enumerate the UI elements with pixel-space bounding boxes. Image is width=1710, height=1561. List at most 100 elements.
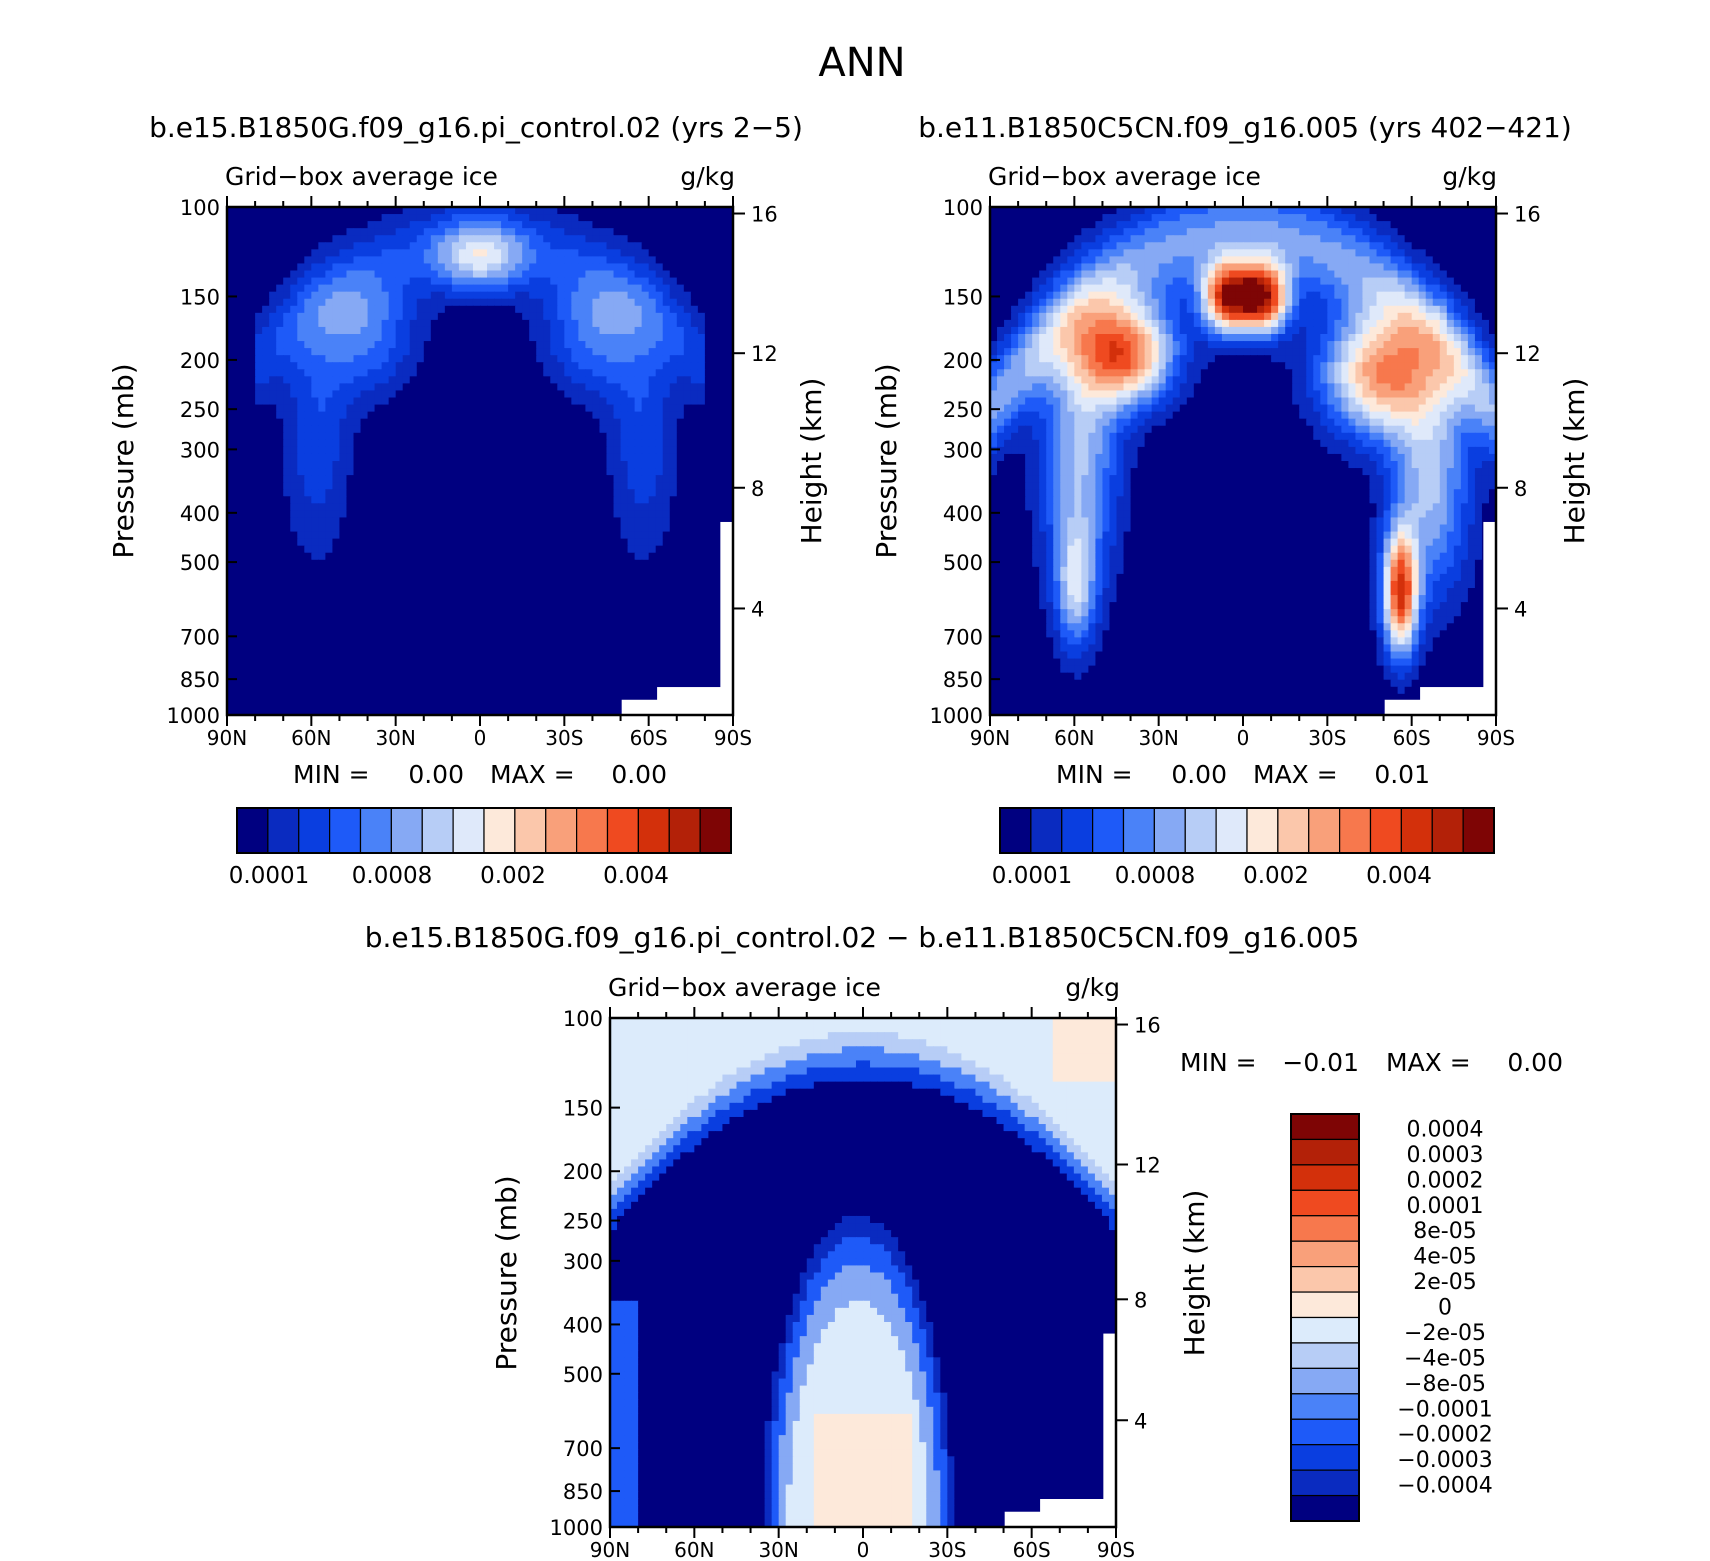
contour-cell — [458, 573, 467, 582]
contour-cell — [227, 517, 235, 526]
contour-cell — [718, 475, 727, 483]
contour-cell — [311, 573, 319, 582]
contour-cell — [634, 468, 643, 476]
contour-cell — [444, 524, 453, 533]
contour-cell — [234, 686, 242, 695]
contour-cell — [402, 580, 411, 589]
contour-cell — [711, 397, 720, 406]
contour-cell — [522, 461, 530, 469]
contour-cell — [578, 362, 587, 370]
contour-cell — [557, 623, 565, 631]
contour-cell — [711, 531, 720, 540]
contour-cell — [346, 637, 355, 646]
contour-cell — [571, 461, 579, 469]
contour-cell — [248, 355, 256, 363]
contour-cell — [613, 319, 622, 328]
contour-cell — [599, 475, 608, 483]
contour-cell — [297, 580, 305, 589]
contour-cell — [662, 510, 671, 519]
contour-cell — [704, 524, 713, 533]
contour-cell — [367, 475, 376, 483]
contour-cell — [536, 256, 544, 265]
contour-cell — [704, 503, 713, 511]
contour-cell — [416, 573, 425, 582]
contour-cell — [711, 566, 720, 575]
contour-cell — [262, 256, 270, 265]
contour-cell — [311, 425, 319, 434]
contour-cell — [599, 496, 608, 504]
contour-cell — [374, 531, 383, 540]
contour-cell — [346, 277, 355, 286]
contour-cell — [402, 228, 411, 236]
contour-cell — [381, 686, 390, 695]
contour-cell — [395, 580, 404, 589]
contour-cell — [627, 249, 636, 257]
contour-cell — [374, 679, 383, 688]
contour-cell — [353, 221, 362, 229]
contour-cell — [711, 390, 720, 399]
contour-cell — [297, 411, 305, 420]
contour-cell — [557, 348, 565, 356]
contour-cell — [360, 658, 369, 667]
contour-cell — [234, 602, 242, 610]
contour-cell — [325, 221, 334, 229]
contour-cell — [648, 369, 657, 377]
contour-cell — [262, 228, 270, 236]
contour-cell — [234, 679, 242, 688]
contour-cell — [627, 503, 636, 511]
contour-cell — [515, 291, 523, 300]
contour-cell — [290, 270, 298, 279]
contour-cell — [458, 270, 467, 279]
contour-cell — [655, 397, 664, 406]
contour-cell — [451, 214, 460, 222]
contour-cell — [578, 658, 587, 667]
contour-cell — [367, 418, 376, 427]
contour-cell — [690, 221, 699, 229]
contour-cell — [543, 404, 551, 413]
contour-cell — [311, 319, 319, 328]
contour-cell — [262, 284, 270, 293]
contour-cell — [241, 221, 249, 229]
contour-cell — [676, 510, 685, 519]
contour-cell — [241, 651, 249, 660]
contour-cell — [536, 432, 544, 441]
contour-cell — [564, 432, 572, 441]
contour-cell — [487, 468, 495, 476]
contour-cell — [367, 686, 376, 695]
contour-cell — [472, 214, 481, 222]
contour-cell — [683, 362, 692, 370]
contour-cell — [304, 390, 312, 399]
contour-cell — [346, 305, 355, 314]
contour-cell — [543, 468, 551, 476]
contour-cell — [641, 362, 650, 370]
contour-cell — [374, 595, 383, 603]
contour-cell — [423, 672, 432, 681]
contour-cell — [388, 686, 397, 695]
contour-cell — [550, 580, 558, 589]
contour-cell — [227, 432, 235, 441]
contour-cell — [255, 580, 263, 589]
contour-cell — [564, 679, 572, 688]
contour-cell — [227, 679, 235, 688]
contour-cell — [578, 475, 587, 483]
contour-cell — [283, 595, 291, 603]
contour-cell — [536, 566, 544, 575]
contour-cell — [564, 319, 572, 328]
contour-cell — [564, 263, 572, 272]
contour-cell — [515, 418, 523, 427]
contour-cell — [585, 418, 594, 427]
contour-cell — [697, 496, 706, 504]
contour-cell — [620, 651, 629, 660]
contour-cell — [248, 397, 256, 406]
contour-cell — [339, 679, 348, 688]
contour-cell — [248, 616, 256, 624]
contour-cell — [718, 453, 727, 462]
contour-cell — [564, 623, 572, 631]
contour-cell — [248, 221, 256, 229]
contour-cell — [641, 545, 650, 554]
contour-cell — [578, 425, 587, 434]
contour-cell — [325, 326, 334, 335]
contour-cell — [374, 446, 383, 455]
contour-cell — [262, 291, 270, 300]
contour-cell — [655, 334, 664, 342]
